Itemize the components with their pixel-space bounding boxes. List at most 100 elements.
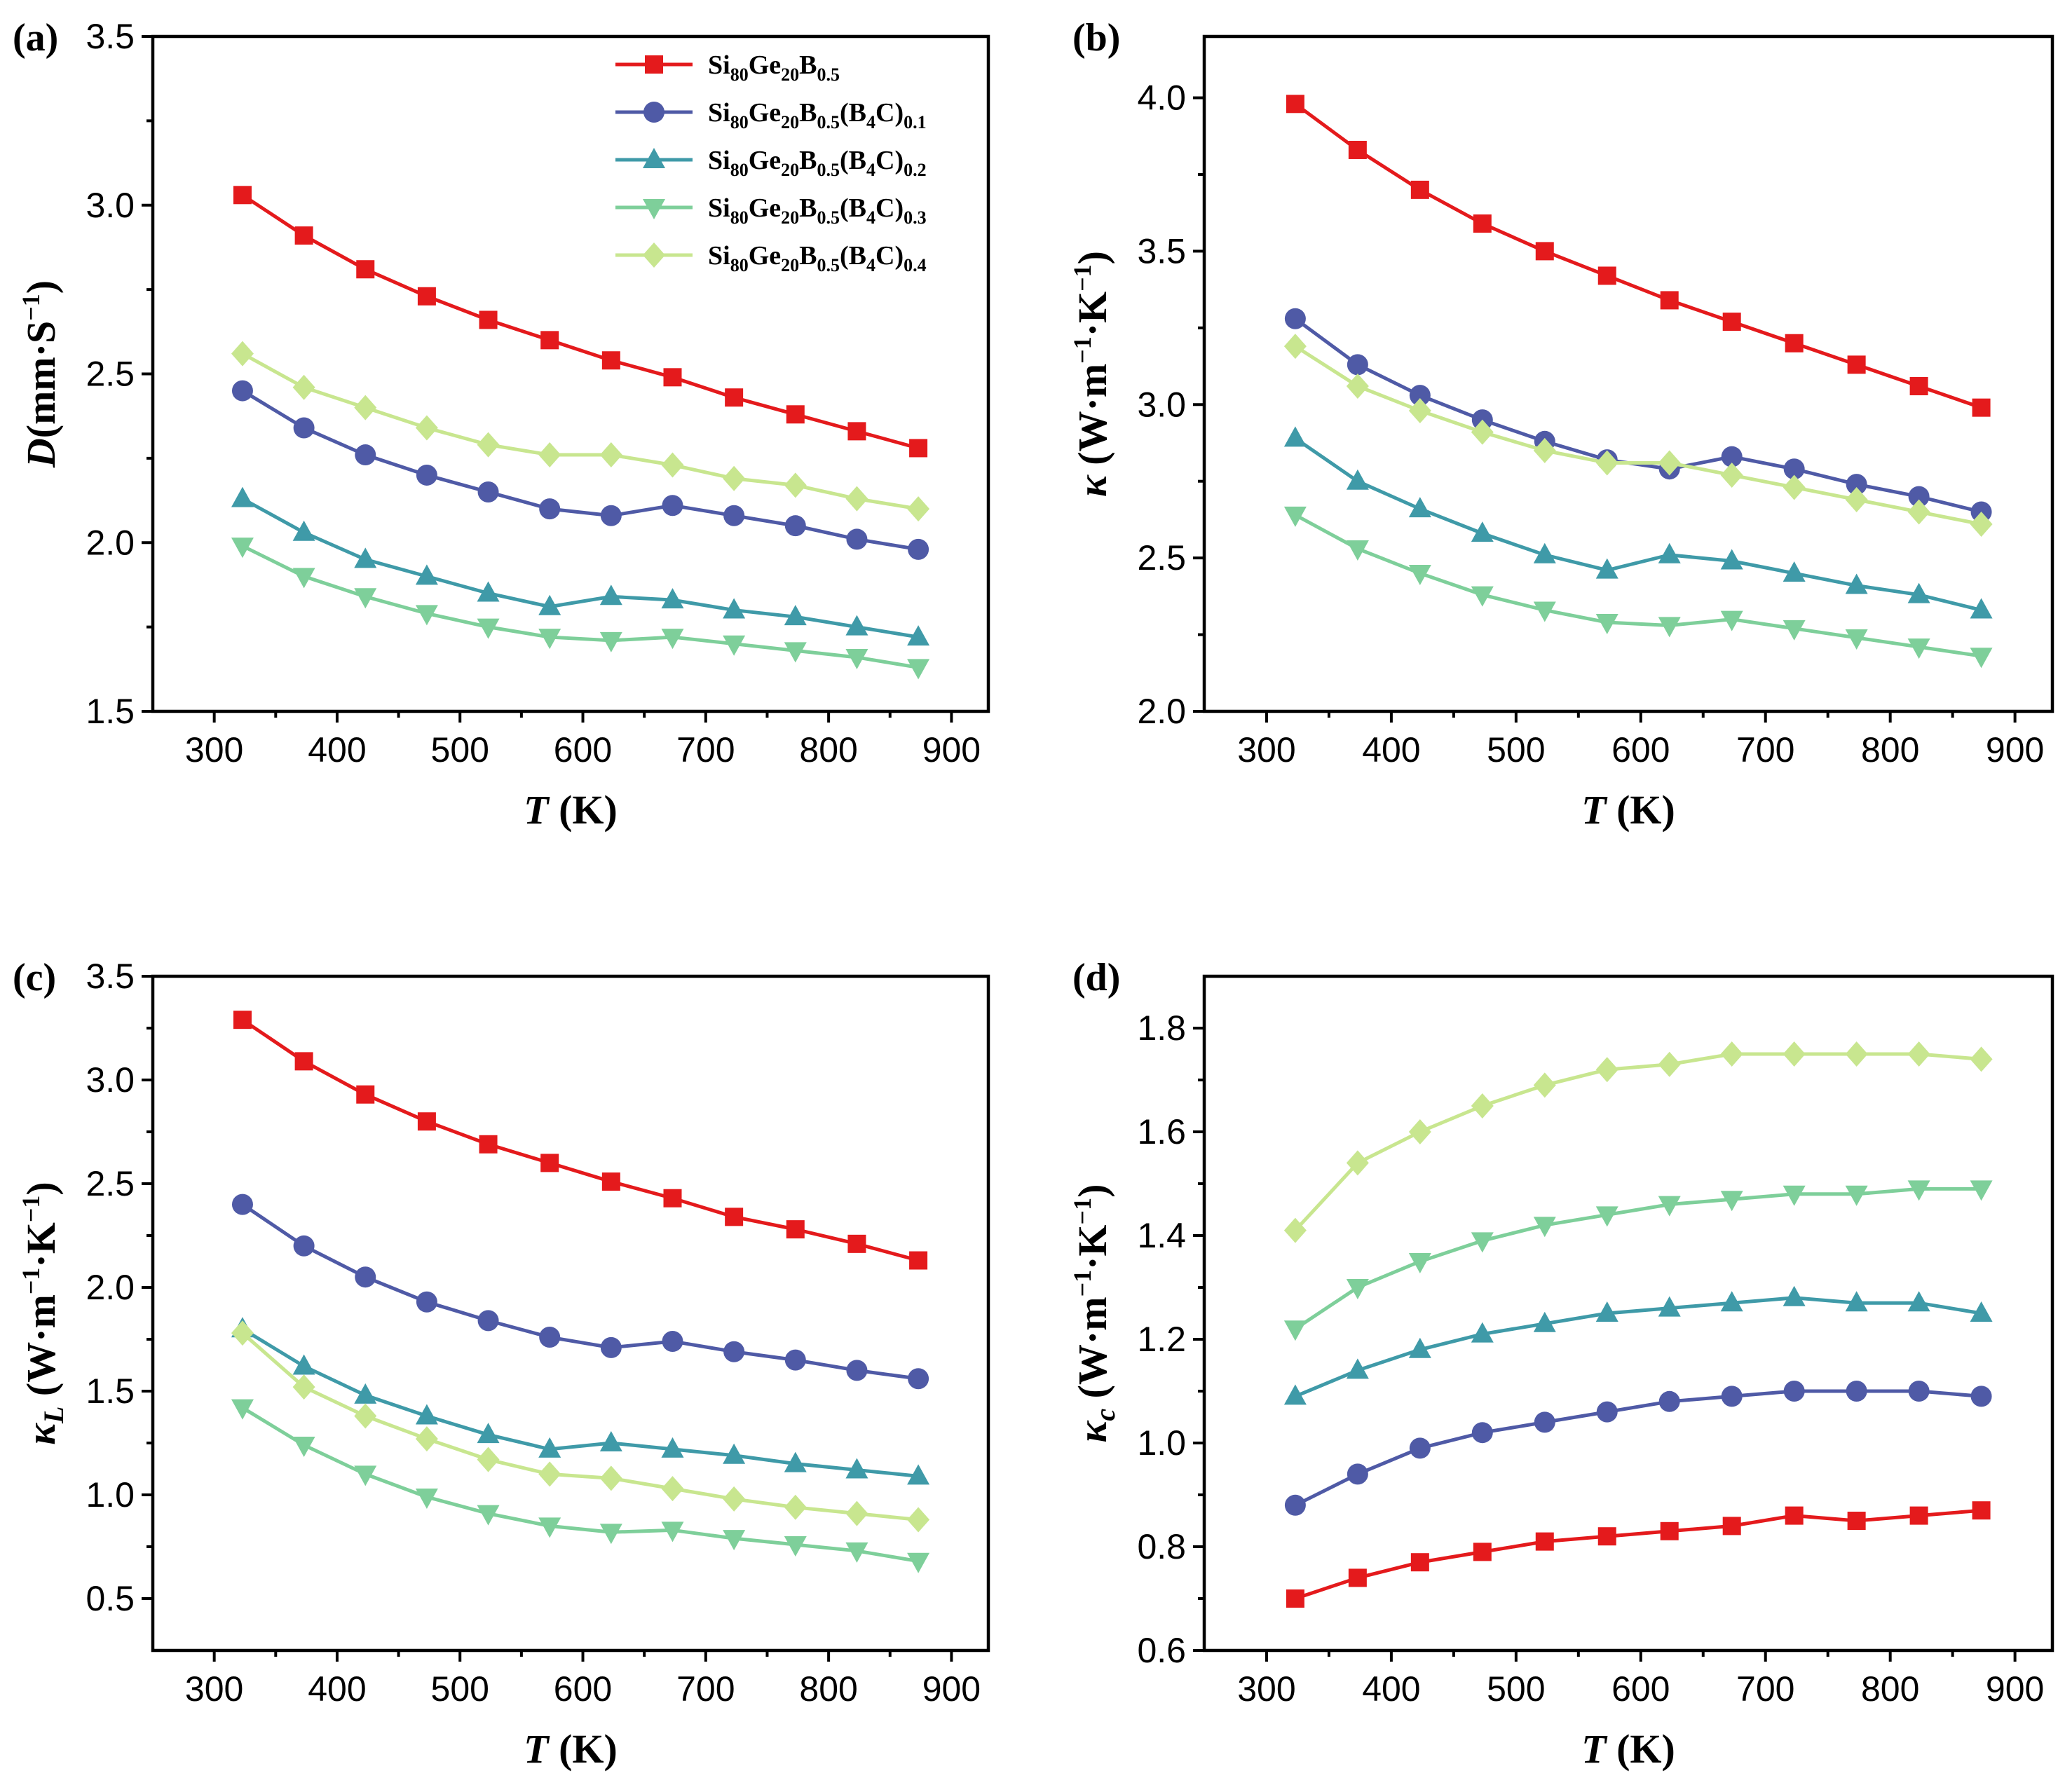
data-point xyxy=(477,1505,500,1526)
chart-panel-3: 300 400 500 600 700 800 900 0.5 1.0 1.5 2.0 2.5 3.0 3… xyxy=(13,956,990,1772)
y-tick-label: 0.8 xyxy=(1137,1527,1186,1566)
x-tick-label: 600 xyxy=(554,730,612,770)
series-2 xyxy=(1284,308,1992,523)
data-point xyxy=(1533,1217,1556,1238)
data-point xyxy=(1907,1041,1930,1067)
data-point xyxy=(1346,1358,1369,1379)
plot-frame xyxy=(1202,34,2054,713)
legend: Si80Ge20B0.5 Si80Ge20B0.5(B4C)0.1 Si80Ge20… xyxy=(615,50,927,275)
data-point xyxy=(477,1423,500,1444)
data-point xyxy=(354,547,377,568)
series-line xyxy=(241,1203,919,1381)
legend-label: Si80Ge20B0.5(B4C)0.1 xyxy=(708,98,927,132)
data-point xyxy=(477,481,499,503)
data-point xyxy=(907,659,930,680)
data-point xyxy=(1908,1381,1930,1402)
y-axis-label: κ (W·m−1·K−1) xyxy=(1068,251,1115,497)
data-point xyxy=(1658,1296,1681,1317)
data-point xyxy=(1346,1279,1369,1299)
data-point xyxy=(231,1193,253,1215)
series-2 xyxy=(231,380,929,560)
y-tick-label: 1.0 xyxy=(1137,1423,1186,1463)
data-point xyxy=(723,1341,745,1362)
legend-marker xyxy=(643,242,665,268)
data-point xyxy=(1658,1390,1680,1412)
data-point xyxy=(723,598,746,619)
data-point xyxy=(1970,511,1993,537)
data-point xyxy=(907,1464,930,1485)
data-point xyxy=(1471,1422,1493,1444)
x-tick-label: 300 xyxy=(1237,730,1295,770)
data-point xyxy=(723,1486,746,1512)
data-point xyxy=(908,538,929,560)
series-line xyxy=(241,1018,919,1262)
data-point xyxy=(1783,1041,1806,1067)
data-point xyxy=(1783,1381,1805,1402)
data-point xyxy=(784,1349,806,1371)
series-line xyxy=(241,389,919,552)
data-point xyxy=(355,1266,376,1288)
data-point xyxy=(786,1220,805,1239)
series-line xyxy=(241,193,919,450)
x-axis-label: T (K) xyxy=(524,787,618,833)
panel-label: (c) xyxy=(13,956,56,999)
legend-entry: Si80Ge20B0.5(B4C)0.3 xyxy=(615,193,927,228)
data-point xyxy=(845,486,868,512)
data-point xyxy=(1720,549,1743,570)
data-point xyxy=(1283,1217,1307,1243)
data-point xyxy=(1408,1253,1431,1273)
data-point xyxy=(1907,1291,1930,1312)
x-tick-label: 900 xyxy=(1986,730,2044,770)
data-point xyxy=(1721,1386,1743,1407)
data-point xyxy=(1408,398,1431,424)
series-line xyxy=(1294,317,1982,514)
data-point xyxy=(1533,601,1556,622)
x-tick-label: 400 xyxy=(308,730,366,770)
data-point xyxy=(1410,1553,1429,1572)
data-point xyxy=(540,1154,559,1172)
data-point xyxy=(784,472,807,498)
data-point xyxy=(1972,398,1991,417)
data-point xyxy=(1660,1521,1679,1540)
data-point xyxy=(538,594,561,615)
x-tick-label: 500 xyxy=(431,730,489,770)
data-point xyxy=(292,520,315,541)
series-line xyxy=(1294,437,1982,612)
data-point xyxy=(293,417,315,439)
series-line xyxy=(1294,102,1982,410)
legend-marker xyxy=(643,102,665,123)
data-point xyxy=(1408,1119,1431,1144)
data-point xyxy=(1471,521,1494,542)
plot-frame xyxy=(151,974,990,1653)
y-tick-label: 1.5 xyxy=(86,1372,135,1411)
y-tick-label: 1.0 xyxy=(86,1475,135,1514)
data-point xyxy=(477,618,500,639)
data-point xyxy=(784,1451,807,1472)
data-point xyxy=(292,1436,315,1457)
y-tick-label: 2.5 xyxy=(1137,538,1186,577)
data-point xyxy=(1970,648,1993,669)
series-3 xyxy=(231,1317,930,1485)
data-point xyxy=(1970,1046,1993,1072)
data-point xyxy=(1409,1437,1431,1459)
y-tick-label: 2.0 xyxy=(1137,692,1186,731)
series-5 xyxy=(1283,1041,1993,1243)
y-tick-label: 1.5 xyxy=(86,692,135,731)
data-point xyxy=(1785,334,1804,353)
data-point xyxy=(1720,1041,1743,1067)
series-line xyxy=(1294,344,1982,526)
x-tick-label: 400 xyxy=(1362,1669,1420,1709)
data-point xyxy=(1845,573,1868,594)
x-tick-label: 400 xyxy=(308,1669,366,1709)
y-axis-label: κc (W·m−1·K−1) xyxy=(1068,1184,1121,1443)
series-4 xyxy=(1283,506,1993,669)
y-tick-label: 2.0 xyxy=(86,1268,135,1307)
data-point xyxy=(1722,313,1741,331)
data-point xyxy=(1283,506,1307,527)
x-axis-label: T (K) xyxy=(524,1726,618,1772)
x-tick-label: 500 xyxy=(431,1669,489,1709)
data-point xyxy=(1845,1185,1868,1206)
data-point xyxy=(908,1368,929,1390)
legend-entry: Si80Ge20B0.5(B4C)0.1 xyxy=(615,98,927,132)
